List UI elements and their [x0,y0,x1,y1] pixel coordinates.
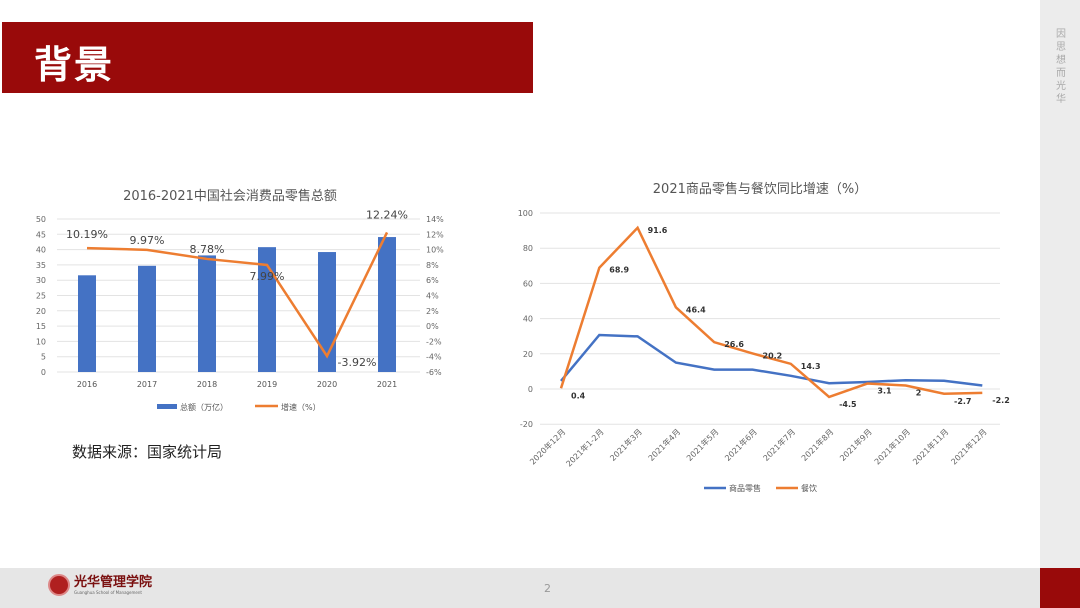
legend-label: 总额（万亿） [180,402,228,412]
x-tick-label: 2016 [77,380,97,389]
left-tick-label: 0 [41,368,46,377]
x-tick-label: 2021年5月 [684,427,720,463]
bar-2016 [78,275,96,372]
y-tick-label: 100 [518,209,533,218]
left-tick-label: 15 [36,322,46,331]
footer-accent [1040,568,1080,608]
side-strip: 因思想 而光华 [1040,0,1080,568]
data-label: 46.4 [686,305,706,314]
data-label: -2.2 [992,396,1010,405]
right-tick-label: 10% [426,246,444,255]
right-tick-label: 0% [426,322,439,331]
left-tick-label: 30 [36,276,46,285]
left-tick-label: 35 [36,261,46,270]
y-tick-label: -20 [520,420,533,429]
data-label: 20.2 [763,351,783,360]
side-slogan: 因思想 而光华 [1056,29,1066,105]
x-tick-label: 2018 [197,380,217,389]
x-tick-label: 2020年12月 [527,427,567,467]
data-label: 12.24% [366,208,408,221]
x-tick-label: 2021年1-2月 [564,427,606,469]
bar-2018 [198,255,216,372]
x-tick-label: 2021年6月 [723,427,759,463]
right-tick-label: -4% [426,353,442,362]
data-label: 0.4 [571,391,586,400]
x-tick-label: 2020 [317,380,337,389]
data-label: 2 [916,388,922,397]
data-label: -4.5 [839,400,857,409]
data-label: 14.3 [801,362,821,371]
school-logo: 光华管理学院 Guanghua School of Management [48,574,152,596]
x-tick-label: 2019 [257,380,277,389]
data-label: 68.9 [609,266,629,275]
x-tick-label: 2021年12月 [949,427,989,467]
seal-icon [48,574,70,596]
legend-label: 餐饮 [801,483,817,493]
data-label: 10.19% [66,228,108,241]
left-tick-label: 50 [36,215,46,224]
legend-swatch-bar [157,404,177,409]
x-tick-label: 2021年7月 [761,427,797,463]
data-label: 91.6 [648,226,668,235]
y-tick-label: 20 [523,350,533,359]
left-tick-label: 20 [36,307,46,316]
right-tick-label: 12% [426,230,444,239]
left-tick-label: 45 [36,230,46,239]
y-tick-label: 80 [523,244,533,253]
bar-2020 [318,252,336,372]
retail-catering-growth-chart: 2021商品零售与餐饮同比增速（%） -20 0 20 40 60 80 100 2020年12… [518,181,1010,493]
right-tick-label: 4% [426,292,439,301]
source-note: 数据来源：国家统计局 [72,443,223,461]
data-label: 26.6 [724,340,744,349]
page-number: 2 [544,582,551,595]
x-tick-label: 2021年8月 [799,427,835,463]
right-tick-label: -2% [426,337,442,346]
y-tick-label: 0 [528,385,533,394]
legend-label: 增速（%） [281,402,321,412]
left-tick-label: 25 [36,292,46,301]
x-tick-label: 2021 [377,380,397,389]
x-tick-label: 2021年10月 [872,427,912,467]
bar-2019 [258,247,276,372]
left-tick-label: 10 [36,337,46,346]
bar-2017 [138,265,156,372]
x-tick-label: 2021年4月 [646,427,682,463]
title-banner: 背景 [2,22,533,93]
growth-line [86,231,389,359]
data-label: 9.97% [130,234,165,247]
series-line-商品零售 [560,333,983,387]
y-tick-label: 40 [523,315,533,324]
right-tick-label: 14% [426,215,444,224]
data-label: -2.7 [954,397,972,406]
right-tick-label: 8% [426,261,439,270]
x-tick-label: 2021年9月 [837,427,873,463]
right-tick-label: 6% [426,276,439,285]
x-tick-label: 2017 [137,380,157,389]
chart-title: 2021商品零售与餐饮同比增速（%） [653,181,867,197]
x-tick-label: 2021年11月 [910,427,950,467]
right-tick-label: 2% [426,307,439,316]
y-tick-label: 60 [523,279,533,288]
chart-title: 2016-2021中国社会消费品零售总额 [123,188,337,204]
x-tick-label: 2021年3月 [608,427,644,463]
legend-label: 商品零售 [729,483,761,493]
bar-2021 [378,237,396,372]
data-label: 7.99% [250,270,285,283]
data-label: 3.1 [877,387,892,396]
data-label: 8.78% [190,243,225,256]
slide-title: 背景 [34,42,115,87]
left-tick-label: 40 [36,246,46,255]
series-line-餐饮 [559,225,983,399]
logo-en: Guanghua School of Management [74,589,142,595]
left-tick-label: 5 [41,353,46,362]
data-label: -3.92% [338,356,377,369]
right-tick-label: -6% [426,368,442,377]
footer: 光华管理学院 Guanghua School of Management 2 [0,568,1040,608]
retail-total-chart: 2016-2021中国社会消费品零售总额 0 5 10 15 20 25 30 35 40 45 50… [36,188,444,412]
logo-cn: 光华管理学院 [74,574,153,590]
